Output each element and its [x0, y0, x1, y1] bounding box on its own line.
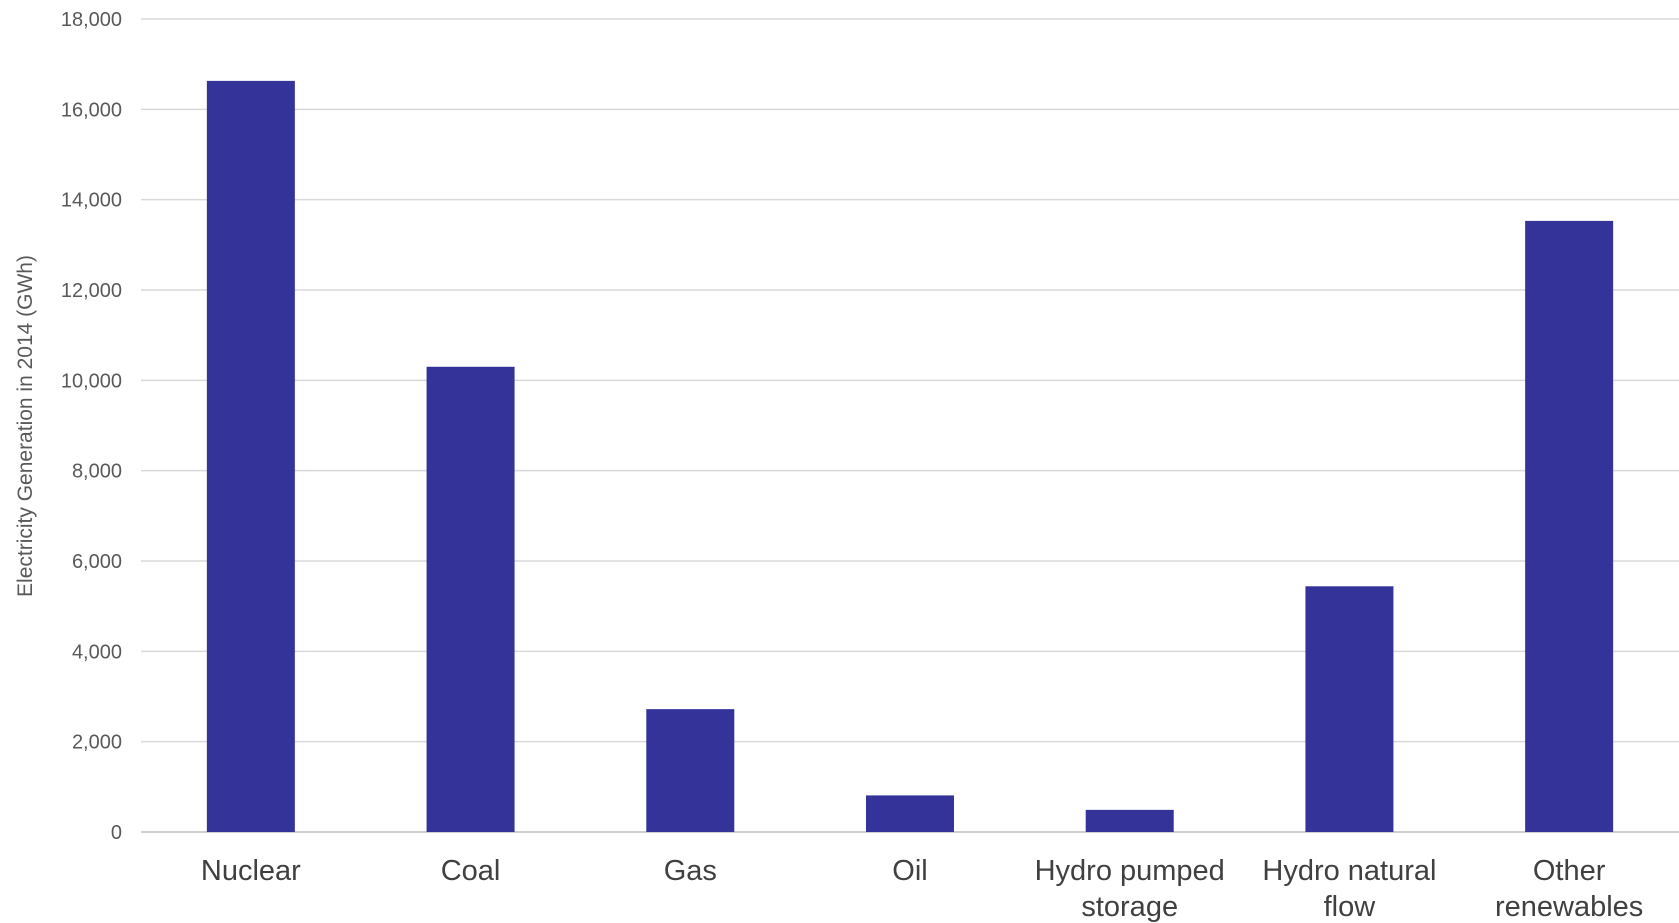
y-tick-label: 2,000: [72, 732, 122, 754]
y-axis-label: Electricity Generation in 2014 (GWh): [14, 255, 37, 597]
x-category-label: Other renewables: [1495, 855, 1643, 923]
y-tick-label: 16,000: [61, 99, 122, 121]
x-category-label: Oil: [892, 855, 927, 887]
bar: [1305, 586, 1394, 832]
bar: [426, 366, 515, 832]
bar: [866, 795, 954, 832]
y-tick-label: 8,000: [72, 461, 122, 483]
gridlines: [141, 18, 1679, 833]
x-category-label: Coal: [441, 855, 501, 887]
y-tick-label: 18,000: [61, 9, 122, 31]
bar: [1525, 220, 1614, 832]
y-tick-label: 12,000: [61, 280, 122, 302]
x-axis-categories: Nuclear Coal Gas Oil Hydro pumped storage Hydr…: [201, 855, 1643, 923]
x-category-label: Gas: [664, 855, 717, 887]
y-axis-ticks: 0 2,000 4,000 6,000 8,000 10,000 12,000 14,000 1…: [61, 9, 122, 844]
bar: [646, 709, 735, 832]
bar: [206, 80, 295, 832]
bars: [206, 80, 1614, 832]
x-category-label: Nuclear: [201, 855, 301, 887]
y-tick-label: 0: [111, 822, 122, 844]
y-tick-label: 14,000: [61, 190, 122, 212]
y-tick-label: 6,000: [72, 551, 122, 573]
y-tick-label: 4,000: [72, 641, 122, 663]
x-category-label: Hydro pumped storage: [1035, 855, 1225, 923]
y-tick-label: 10,000: [61, 370, 122, 392]
x-category-label: Hydro natural flow: [1262, 855, 1436, 923]
bar: [1085, 809, 1174, 832]
